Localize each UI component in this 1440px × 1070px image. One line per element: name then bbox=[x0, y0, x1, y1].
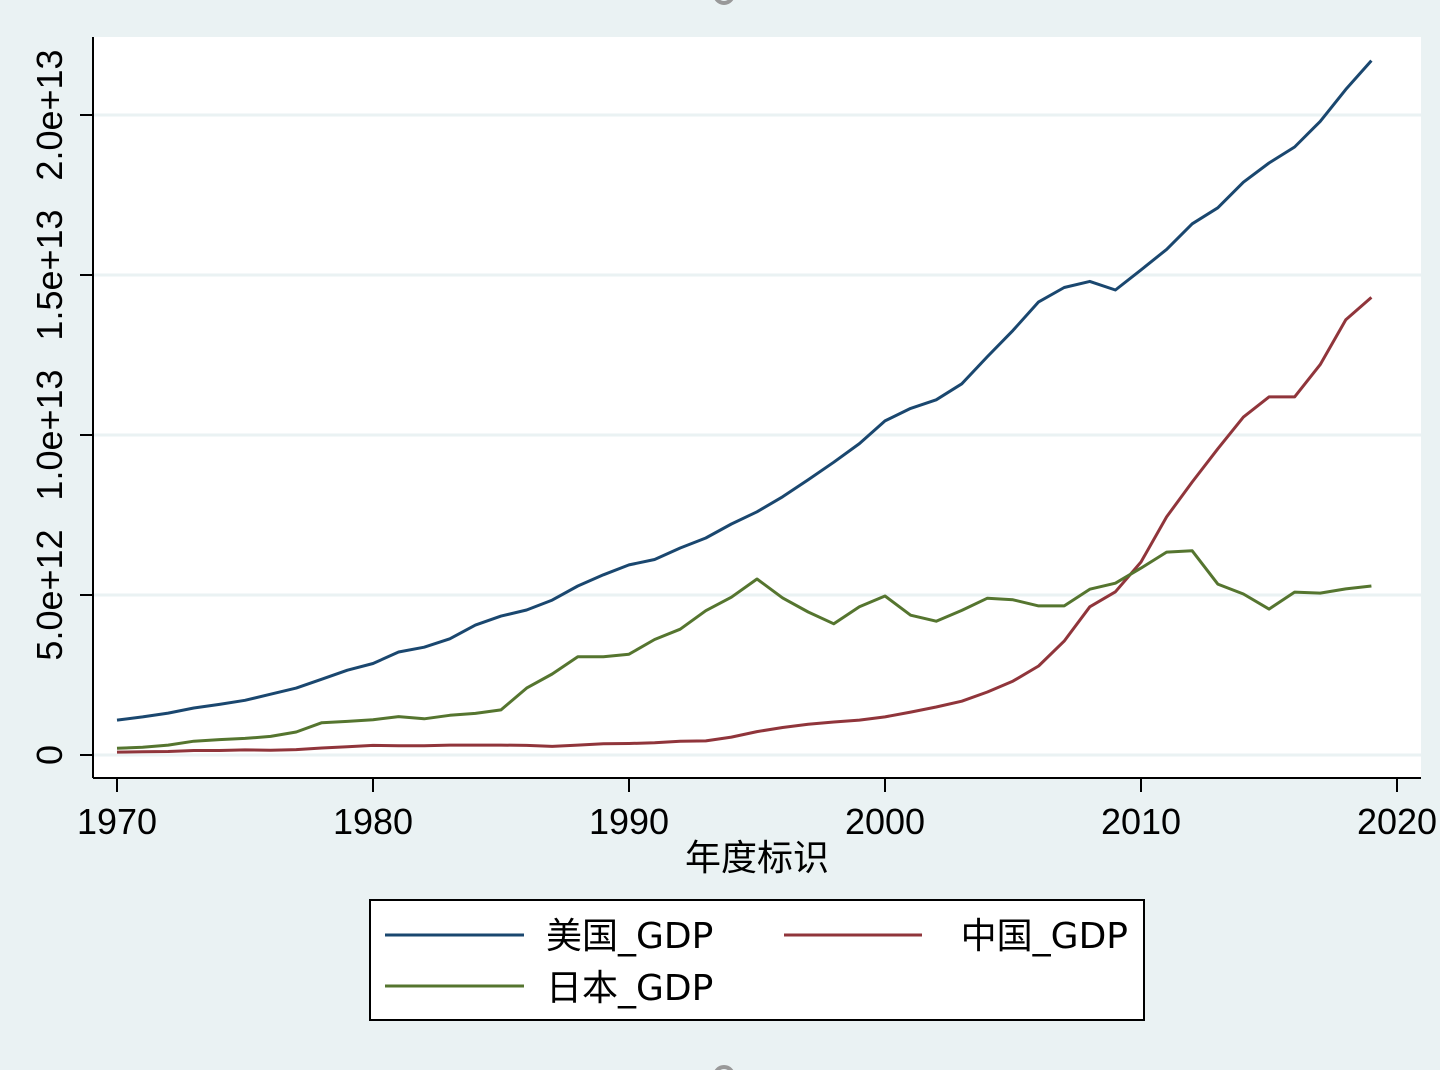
x-tick-label: 1970 bbox=[77, 801, 157, 842]
resize-handle-top-icon[interactable] bbox=[714, 0, 734, 5]
series-line-china bbox=[116, 296, 1373, 754]
x-tick-label: 2000 bbox=[845, 801, 925, 842]
series-lines bbox=[116, 59, 1373, 754]
series-line-japan bbox=[116, 549, 1372, 750]
legend: 美国_GDP 中国_GDP 日本_GDP bbox=[369, 899, 1145, 1021]
x-axis-title: 年度标识 bbox=[685, 838, 829, 879]
resize-handle-bottom-icon[interactable] bbox=[714, 1065, 734, 1070]
x-tick-label: 1990 bbox=[589, 801, 669, 842]
legend-box bbox=[369, 899, 1145, 1021]
y-axis-ticks: 0 5.0e+12 1.0e+13 1.5e+13 2.0e+13 bbox=[29, 49, 93, 765]
y-tick-label: 1.0e+13 bbox=[29, 369, 70, 500]
plot-area bbox=[93, 37, 1421, 778]
y-tick-label: 0 bbox=[29, 745, 70, 765]
x-tick-label: 2020 bbox=[1357, 801, 1437, 842]
y-tick-label: 2.0e+13 bbox=[29, 49, 70, 180]
x-tick-label: 2010 bbox=[1101, 801, 1181, 842]
y-tick-label: 5.0e+12 bbox=[29, 529, 70, 660]
x-tick-label: 1980 bbox=[333, 801, 413, 842]
legend-label-china: 中国_GDP bbox=[961, 916, 1128, 957]
gridlines bbox=[94, 113, 1421, 757]
series-line-us bbox=[116, 59, 1373, 722]
x-axis-ticks: 1970 1980 1990 2000 2010 2020 bbox=[77, 778, 1437, 842]
legend-label-japan: 日本_GDP bbox=[546, 968, 713, 1009]
legend-label-us: 美国_GDP bbox=[546, 916, 713, 957]
y-tick-label: 1.5e+13 bbox=[29, 209, 70, 340]
